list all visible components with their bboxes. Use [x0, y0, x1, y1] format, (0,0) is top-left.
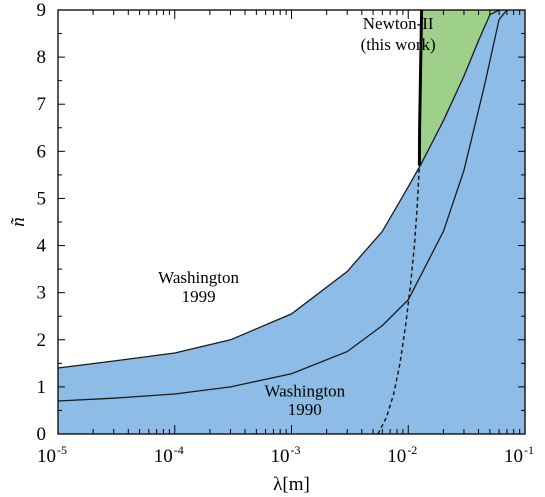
excluded-region: [58, 10, 525, 434]
y-tick-label: 8: [37, 47, 47, 68]
y-tick-label: 2: [37, 330, 47, 351]
x-tick-label: 10-5: [37, 443, 67, 467]
y-tick-label: 1: [37, 377, 47, 398]
annotation-label: 1999: [182, 287, 216, 306]
y-tick-label: 9: [37, 0, 47, 21]
y-tick-label: 6: [37, 141, 47, 162]
annotation-label: 1990: [288, 400, 322, 419]
x-tick-labels: 10-5 10-4 10-3 10-2 10-1: [37, 443, 534, 467]
annotations: Newton-II(this work)Washington1999Washin…: [158, 14, 436, 419]
y-tick-label: 0: [37, 424, 47, 445]
y-tick-labels: 0 1 2 3 4 5 6 7 8 9: [37, 0, 47, 445]
x-tick-label: 10-3: [271, 443, 301, 467]
newton-excluded-region: [419, 10, 500, 166]
y-tick-label: 4: [37, 236, 47, 257]
annotation-label: Washington: [264, 381, 345, 400]
series-line-washington-1999: [57, 9, 500, 369]
series-line-newton-ii: [417, 9, 424, 166]
plot-area: [57, 9, 526, 435]
y-tick-label: 3: [37, 283, 47, 304]
y-axis-title: ñ: [8, 217, 29, 227]
x-axis-title: λ[m]: [273, 474, 310, 495]
y-tick-label: 5: [37, 188, 47, 209]
x-tick-label: 10-4: [154, 443, 184, 467]
x-tick-label: 10-2: [387, 443, 417, 467]
series-line-washington-1990: [57, 9, 508, 402]
annotation-label: Washington: [158, 268, 239, 287]
series-line-dashed: [377, 165, 421, 435]
annotation-label: (this work): [361, 35, 436, 54]
y-tick-label: 7: [37, 94, 47, 115]
x-tick-label: 10-1: [504, 443, 534, 467]
annotation-label: Newton-II: [363, 14, 434, 33]
